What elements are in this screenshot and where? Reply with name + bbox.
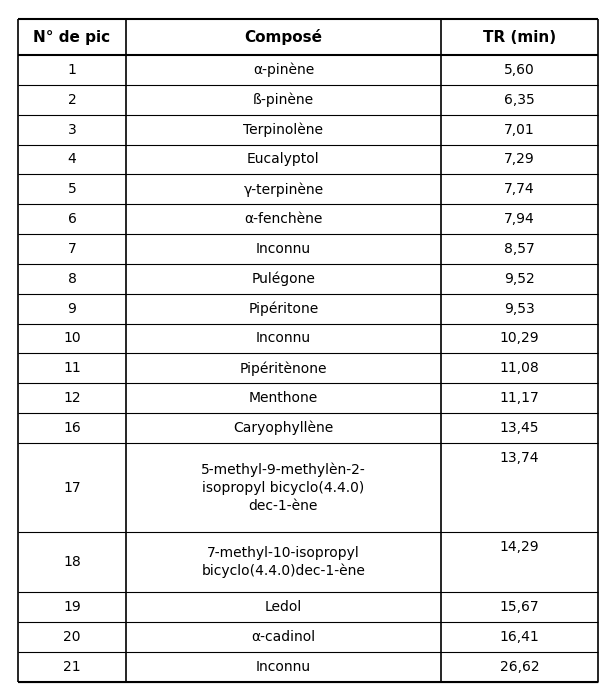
Text: Pipéritone: Pipéritone xyxy=(248,302,318,316)
Text: 7,74: 7,74 xyxy=(504,182,535,196)
Text: 9,52: 9,52 xyxy=(504,272,535,286)
Text: 14,29: 14,29 xyxy=(500,540,539,554)
Text: 9: 9 xyxy=(68,302,76,315)
Text: 11,17: 11,17 xyxy=(500,391,539,405)
Text: Ledol: Ledol xyxy=(265,600,302,614)
Text: 1: 1 xyxy=(68,63,76,77)
Text: 17: 17 xyxy=(63,481,81,495)
Text: Inconnu: Inconnu xyxy=(256,660,311,673)
Text: 7,01: 7,01 xyxy=(504,122,535,137)
Text: 7,94: 7,94 xyxy=(504,212,535,226)
Text: 5,60: 5,60 xyxy=(504,63,535,77)
Text: 13,45: 13,45 xyxy=(500,421,539,435)
Text: 10,29: 10,29 xyxy=(500,331,539,346)
Text: N° de pic: N° de pic xyxy=(33,30,111,45)
Text: 20: 20 xyxy=(63,630,81,644)
Text: TR (min): TR (min) xyxy=(483,30,556,45)
Text: Inconnu: Inconnu xyxy=(256,242,311,256)
Text: 4: 4 xyxy=(68,153,76,166)
Text: ß-pinène: ß-pinène xyxy=(253,93,314,107)
Text: Composé: Composé xyxy=(245,29,322,45)
Text: 13,74: 13,74 xyxy=(500,451,539,465)
Text: 11,08: 11,08 xyxy=(500,361,539,375)
Text: 5: 5 xyxy=(68,182,76,196)
Text: γ-terpinène: γ-terpinène xyxy=(243,182,323,196)
Text: 7,29: 7,29 xyxy=(504,153,535,166)
Text: 6,35: 6,35 xyxy=(504,93,535,106)
Text: 7: 7 xyxy=(68,242,76,256)
Text: Menthone: Menthone xyxy=(249,391,318,405)
Text: 15,67: 15,67 xyxy=(500,600,539,614)
Text: α-cadinol: α-cadinol xyxy=(251,630,315,644)
Text: α-pinène: α-pinène xyxy=(253,63,314,77)
Text: Pipéritènone: Pipéritènone xyxy=(240,361,327,376)
Text: 7-methyl-10-isopropyl
bicyclo(4.4.0)dec-1-ène: 7-methyl-10-isopropyl bicyclo(4.4.0)dec-… xyxy=(201,546,365,578)
Text: Pulégone: Pulégone xyxy=(251,271,315,286)
Text: 16: 16 xyxy=(63,421,81,435)
Text: 21: 21 xyxy=(63,660,81,673)
Text: Inconnu: Inconnu xyxy=(256,331,311,346)
Text: 8: 8 xyxy=(68,272,76,286)
Text: 11: 11 xyxy=(63,361,81,375)
Text: Terpinolène: Terpinolène xyxy=(243,122,323,137)
Text: α-fenchène: α-fenchène xyxy=(244,212,323,226)
Text: 9,53: 9,53 xyxy=(504,302,535,315)
Text: Caryophyllène: Caryophyllène xyxy=(233,420,333,435)
Text: 16,41: 16,41 xyxy=(500,630,539,644)
Text: 6: 6 xyxy=(68,212,76,226)
Text: 19: 19 xyxy=(63,600,81,614)
Text: 3: 3 xyxy=(68,122,76,137)
Text: 8,57: 8,57 xyxy=(504,242,535,256)
Text: 12: 12 xyxy=(63,391,81,405)
Text: 10: 10 xyxy=(63,331,81,346)
Text: Eucalyptol: Eucalyptol xyxy=(247,153,320,166)
Text: 26,62: 26,62 xyxy=(500,660,539,673)
Text: 5-methyl-9-methylèn-2-
isopropyl bicyclo(4.4.0)
dec-1-ène: 5-methyl-9-methylèn-2- isopropyl bicyclo… xyxy=(201,462,366,513)
Text: 2: 2 xyxy=(68,93,76,106)
Text: 18: 18 xyxy=(63,555,81,569)
